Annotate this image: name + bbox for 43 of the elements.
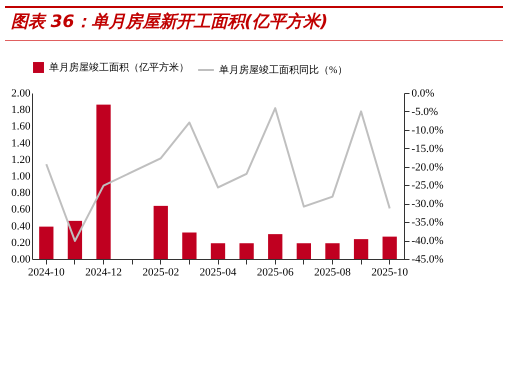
y2-tick-label: -20.0% — [412, 161, 444, 174]
bar — [354, 239, 368, 259]
y2-tick-label: -35.0% — [412, 216, 444, 229]
x-tick-label: 2024-12 — [85, 266, 122, 278]
y-tick-label: 1.00 — [11, 170, 31, 182]
y2-tick-label: 0.0% — [412, 88, 434, 100]
x-tick-label: 2025-10 — [371, 266, 409, 278]
x-tick-label: 2025-08 — [314, 266, 352, 278]
y-tick-label: 0.40 — [11, 220, 31, 232]
bar — [268, 234, 282, 259]
line-series — [45, 107, 391, 242]
legend-label: 单月房屋竣工面积（亿平方米） — [49, 62, 189, 74]
y2-tick-label: -45.0% — [412, 254, 444, 266]
y-tick-label: 0.20 — [11, 236, 31, 249]
chart-title: 图表 36：单月房屋新开工面积(亿平方米) — [10, 12, 328, 32]
bar — [182, 232, 197, 259]
x-tick-label: 2025-06 — [256, 266, 294, 278]
x-tick-label: 2025-04 — [200, 266, 237, 278]
bar — [154, 206, 168, 259]
y-tick-label: 1.20 — [11, 154, 31, 166]
y-tick-label: 0.00 — [11, 254, 31, 266]
y2-tick-label: -15.0% — [412, 142, 444, 155]
bar — [39, 226, 54, 259]
y-tick-label: 0.60 — [11, 204, 31, 216]
y2-tick-label: -40.0% — [412, 235, 444, 248]
y-tick-label: 1.60 — [11, 120, 31, 133]
y-tick-label: 1.80 — [11, 104, 31, 116]
bar — [210, 243, 226, 259]
bar — [325, 243, 340, 259]
y-tick-label: 1.40 — [11, 137, 31, 150]
x-tick-label: 2025-02 — [142, 266, 180, 278]
y2-tick-label: -25.0% — [412, 180, 444, 192]
bar — [239, 243, 254, 259]
y2-tick-label: -10.0% — [412, 124, 444, 136]
x-tick-label: 2024-10 — [28, 266, 66, 278]
bar — [96, 104, 111, 259]
bar — [296, 243, 311, 259]
y-tick-label: 2.00 — [11, 88, 31, 100]
y-tick-label: 0.80 — [11, 187, 31, 200]
y2-tick-label: -5.0% — [412, 106, 438, 118]
bar — [382, 236, 397, 259]
legend-label: 单月房屋竣工面积同比（%） — [219, 64, 348, 76]
y2-tick-label: -30.0% — [412, 198, 444, 210]
